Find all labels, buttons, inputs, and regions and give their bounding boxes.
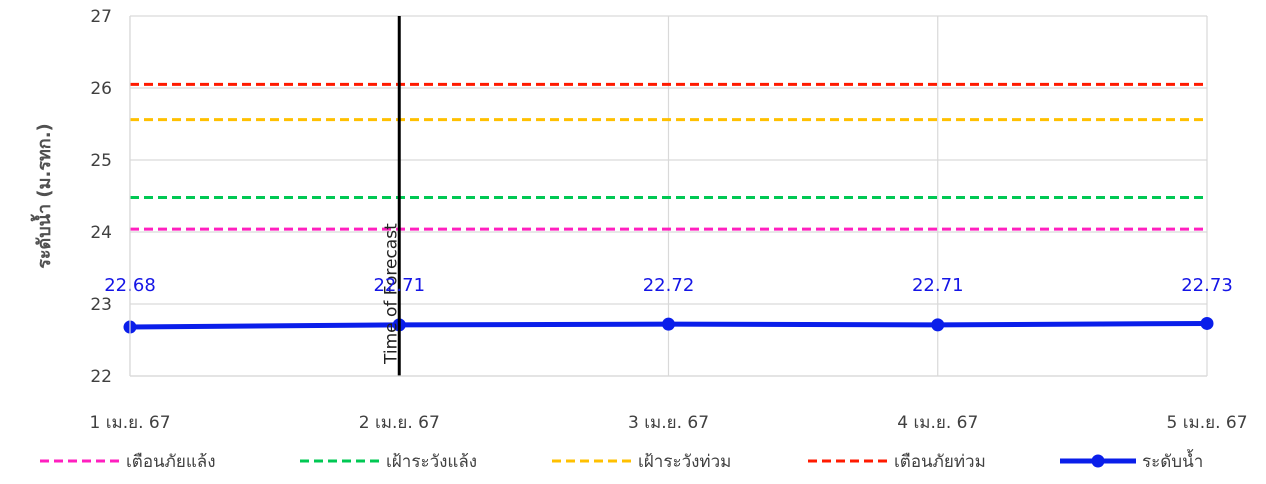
y-axis-title: ระดับน้ำ (ม.รทก.) xyxy=(30,123,55,269)
annotation-layer: Time of Forecast xyxy=(381,16,401,376)
y-tick-label: 23 xyxy=(90,295,112,315)
y-tick-label: 25 xyxy=(90,151,112,171)
y-tick-label: 22 xyxy=(90,367,112,387)
data-label: 22.71 xyxy=(912,275,964,296)
legend-layer: เตือนภัยแล้ง เฝ้าระวังแล้ง เฝ้าระวังท่วม เต… xyxy=(40,449,1203,472)
x-tick-label: 2 เม.ย. 67 xyxy=(359,413,440,433)
legend-label: เฝ้าระวังแล้ง xyxy=(386,452,477,472)
legend-label: เฝ้าระวังท่วม xyxy=(638,452,731,472)
y-tick-label: 24 xyxy=(90,223,112,243)
x-tick-label: 5 เม.ย. 67 xyxy=(1166,413,1247,433)
threshold-layer xyxy=(130,82,1207,231)
legend-label: ระดับน้ำ xyxy=(1142,449,1203,472)
y-tick-label: 27 xyxy=(90,7,112,27)
series-point xyxy=(662,317,675,331)
data-label: 22.73 xyxy=(1181,275,1233,296)
legend-marker xyxy=(1091,454,1105,468)
series-point xyxy=(1200,316,1214,330)
x-tick-label: 3 เม.ย. 67 xyxy=(628,413,709,433)
series-point xyxy=(931,318,945,332)
y-tick-label: 26 xyxy=(90,79,112,99)
legend-label: เตือนภัยท่วม xyxy=(894,452,986,472)
grid-layer xyxy=(129,15,1208,377)
x-tick-label: 1 เม.ย. 67 xyxy=(89,413,170,433)
data-label: 22.72 xyxy=(643,275,695,296)
data-label: 22.71 xyxy=(373,275,425,296)
label-layer: 22.68 22.71 22.72 22.71 22.73 xyxy=(104,275,1233,296)
legend-label: เตือนภัยแล้ง xyxy=(126,452,216,472)
x-tick-label: 4 เม.ย. 67 xyxy=(897,413,978,433)
forecast-marker-label: Time of Forecast xyxy=(381,223,401,365)
axis-layer: 22 23 24 25 26 27 1 เม.ย. 67 2 เม.ย. 67 3 เม.ย. … xyxy=(30,7,1248,433)
